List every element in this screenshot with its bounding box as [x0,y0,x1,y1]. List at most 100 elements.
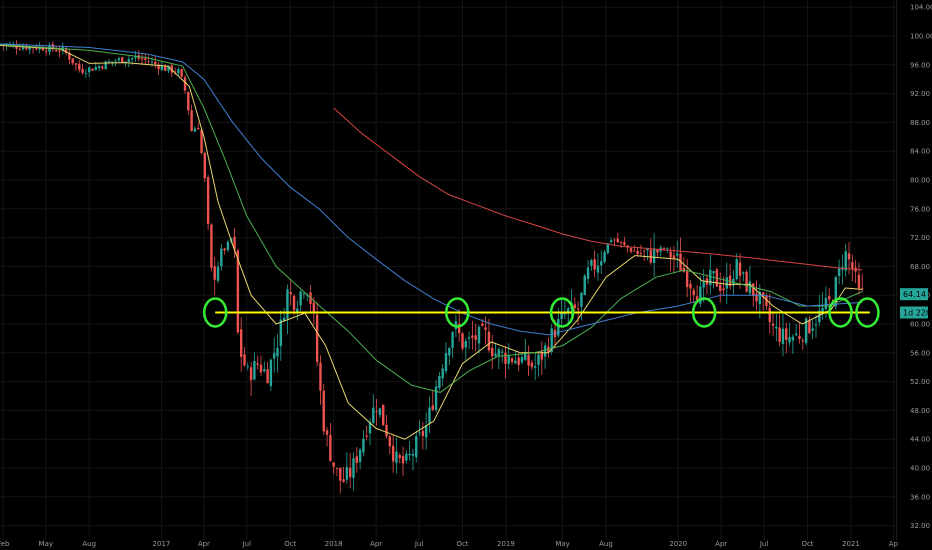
candle-body [266,369,269,384]
candle-body [424,425,428,438]
touch-circles[interactable] [202,297,880,328]
candle-body [699,286,702,304]
candle-body [540,351,543,360]
candle-body [742,272,745,274]
candle-body [692,290,695,296]
y-tick-label: 80.00 [910,177,930,185]
candle-body [421,430,425,437]
candle-body [791,336,795,341]
candle-body [160,65,164,71]
touch-circle[interactable] [855,297,880,328]
candle-body [180,69,183,77]
candle-body [576,308,580,310]
y-tick-label: 56.00 [910,349,930,357]
candle-body [197,127,200,130]
candle-body [537,354,540,365]
candle-body [25,45,28,50]
y-tick-label: 72.00 [910,234,930,242]
y-tick-label: 92.00 [910,90,930,98]
price-badge [900,306,928,319]
candle-body [35,47,38,50]
grid-lines [0,0,896,540]
x-tick-label: Apr [370,540,382,548]
y-tick-label: 88.00 [910,119,930,127]
candle-body [74,63,78,65]
candle-body [491,347,494,357]
candle-body [785,328,788,340]
x-tick-label: Feb [0,540,10,548]
candle-body [652,248,656,263]
candle-body [253,361,256,380]
x-tick-label: Jul [759,540,769,548]
y-tick-label: 44.00 [910,436,930,444]
candle-body [781,328,785,344]
candle-body [593,259,596,270]
candle-body [685,271,689,287]
candle-body [352,458,355,478]
candle-body [332,462,335,467]
candle-body [312,302,316,314]
candle-body [78,63,81,70]
candle-body [738,262,742,276]
x-tick-label: Oct [801,540,813,548]
candle-body [51,44,55,50]
candle-body [315,314,319,363]
touch-circle[interactable] [691,297,717,328]
candle-body [434,386,438,410]
candle-body [375,410,378,412]
candle-body [709,270,712,286]
touch-circle[interactable] [828,297,853,328]
candle-body [613,239,616,241]
candle-body [348,467,352,478]
candle-body [801,340,804,342]
candle-body [778,327,781,342]
candle-body [200,129,203,153]
candle-body [193,128,197,132]
candle-body [104,61,107,70]
moving-average-line [0,44,863,393]
candle-body [487,331,491,351]
candle-body [461,333,464,349]
y-tick-label: 36.00 [910,493,930,501]
candle-body [524,352,527,360]
touch-circle[interactable] [549,297,575,328]
candle-body [695,296,699,301]
touch-circle[interactable] [202,297,228,328]
candle-body [101,66,104,69]
candle-body [834,277,838,307]
candle-body [590,260,593,266]
x-tick-label: Aug [82,540,96,548]
candle-body [107,61,111,63]
candle-body [814,324,818,326]
x-tick-label: Jul [242,540,252,548]
candle-body [302,293,306,295]
candle-body [54,50,58,52]
candle-body [517,357,520,365]
candle-body [368,422,372,434]
candle-body [844,251,847,271]
candle-body [87,67,91,73]
candle-body [355,456,358,464]
candle-body [382,404,385,426]
candle-body [223,248,226,251]
touch-circle[interactable] [445,297,470,328]
candle-body [448,348,451,356]
candle-body [372,407,375,423]
candle-body [220,248,223,267]
candle-body [481,323,484,326]
candle-body [818,310,821,323]
moving-average-line [333,107,863,271]
candle-body [418,432,421,434]
y-tick-label: 60.00 [910,321,930,329]
candle-body [130,57,134,60]
candle-body [474,335,477,340]
candle-body [292,295,296,311]
candle-body [213,266,216,280]
candle-body [676,253,679,256]
candle-body [702,280,705,288]
candle-body [775,326,778,329]
x-tick-label: Apr [198,540,210,548]
x-tick-label: Oct [284,540,296,548]
candle-body [672,255,676,259]
